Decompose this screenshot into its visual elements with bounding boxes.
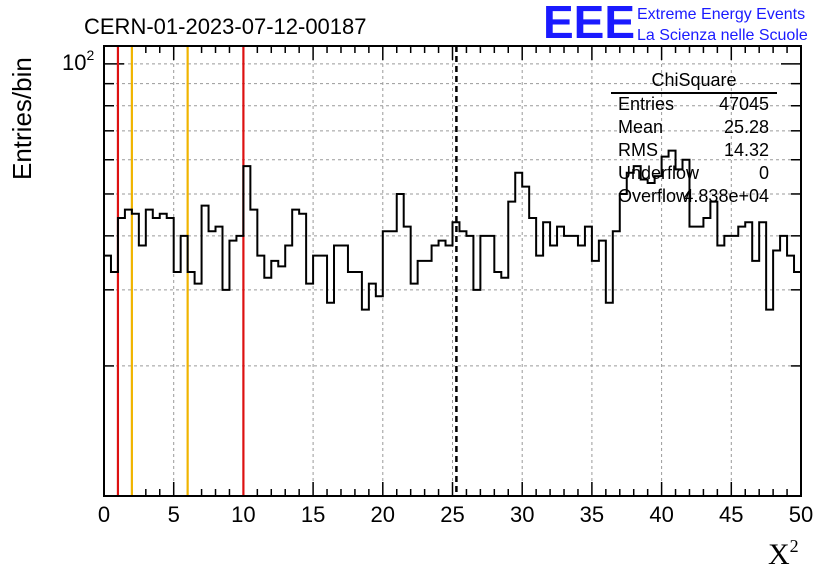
x-axis-title: X2 [768, 536, 799, 571]
logo-line-2: La Scienza nelle Scuole [637, 27, 808, 44]
x-tick-label: 45 [719, 502, 743, 527]
y-axis-title: Entries/bin [7, 57, 37, 180]
x-tick-label: 10 [231, 502, 255, 527]
stats-value-overflow: 4.838e+04 [683, 186, 769, 206]
x-tick-label: 5 [168, 502, 180, 527]
chart-title: CERN-01-2023-07-12-00187 [84, 14, 367, 39]
x-tick-labels: 0 5 10 15 20 25 30 35 40 45 50 [98, 502, 813, 527]
y-tick-base: 10 [62, 50, 86, 75]
x-tick-label: 30 [510, 502, 534, 527]
stats-value-rms: 14.32 [724, 140, 769, 160]
grid-lines [104, 46, 801, 496]
x-tick-label: 40 [649, 502, 673, 527]
x-tick-label: 15 [301, 502, 325, 527]
axis-ticks [103, 46, 802, 496]
x-tick-label: 35 [580, 502, 604, 527]
stats-label-underflow: Underflow [618, 163, 700, 183]
stats-label-overflow: Overflow [618, 186, 690, 206]
x-tick-label: 25 [440, 502, 464, 527]
x-tick-label: 20 [371, 502, 395, 527]
stats-title: ChiSquare [651, 70, 736, 90]
y-tick-label: 102 [62, 47, 94, 75]
logo-line-1: Extreme Energy Events [637, 6, 805, 23]
x-tick-label: 0 [98, 502, 110, 527]
x-axis-title-exponent: 2 [790, 536, 799, 556]
eee-logo-mark: EEE [543, 0, 635, 48]
y-tick-exponent: 2 [86, 47, 94, 63]
stats-label-entries: Entries [618, 94, 674, 114]
x-tick-label: 50 [789, 502, 813, 527]
stats-value-entries: 47045 [719, 94, 769, 114]
reference-lines [116, 46, 458, 496]
plot-frame [103, 45, 802, 497]
stats-value-underflow: 0 [759, 163, 769, 183]
stats-label-rms: RMS [618, 140, 658, 160]
stats-label-mean: Mean [618, 117, 663, 137]
x-axis-title-base: X [768, 538, 790, 571]
histogram-series [104, 149, 802, 311]
stats-value-mean: 25.28 [724, 117, 769, 137]
stats-box: ChiSquare Entries 47045 Mean 25.28 RMS 1… [611, 70, 777, 206]
